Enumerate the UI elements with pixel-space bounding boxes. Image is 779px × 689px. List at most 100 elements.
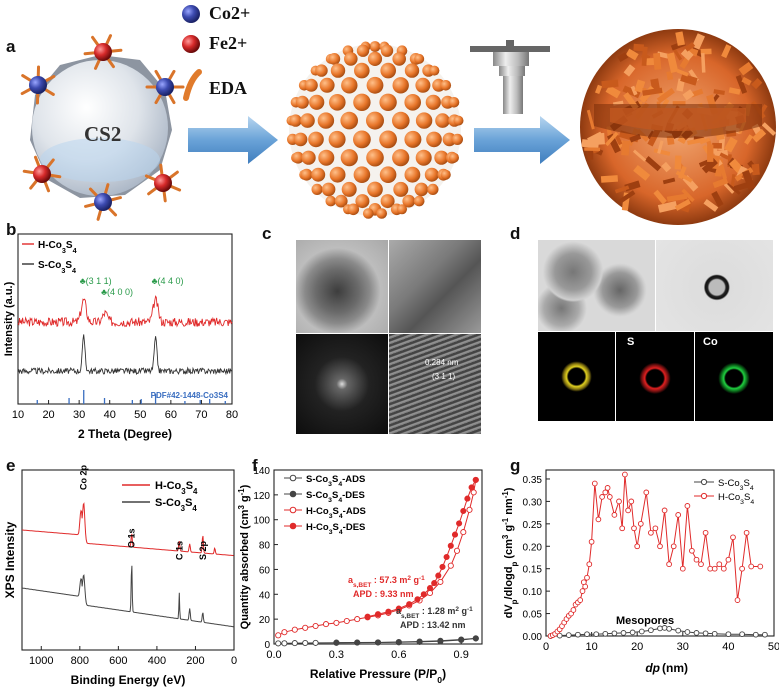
hollow-co3s4-sphere [580, 29, 777, 225]
nanoparticle [413, 195, 425, 207]
legend-marker-h [700, 492, 708, 500]
data-point [661, 507, 668, 514]
tem-image-low-mag [296, 240, 388, 333]
lattice-spacing-label: 0.284 nm [425, 358, 459, 367]
data-point [604, 485, 611, 491]
data-point [385, 608, 392, 615]
co-ion [94, 193, 112, 211]
nanoparticle [311, 183, 323, 195]
nanoparticle [363, 208, 374, 219]
nanosheet [666, 193, 688, 202]
data-point [354, 639, 361, 646]
nanoparticle [380, 194, 395, 209]
nanosheet [641, 46, 648, 66]
x-tick-label: 20 [42, 409, 54, 421]
data-point [595, 516, 602, 523]
data-point [437, 637, 444, 644]
eds-map-s [616, 332, 694, 421]
data-point [447, 562, 454, 569]
x-tick-label: 50 [134, 409, 146, 421]
data-point [435, 572, 442, 579]
h-co3s4-xrd-trace [17, 295, 233, 328]
s-co3s4-xrd-trace [17, 334, 233, 376]
data-point [730, 534, 736, 541]
nanoparticle [311, 167, 326, 182]
x-axis-label-var: dp [645, 661, 660, 675]
data-point [611, 630, 618, 637]
fe-ion-icon [182, 35, 200, 53]
lattice-plane-label: (3 1 1) [432, 372, 456, 381]
legend-label-s: S-Co3S4 [155, 497, 197, 513]
data-point [460, 529, 467, 536]
data-point [629, 629, 636, 636]
nanoparticle [424, 167, 439, 182]
nanosheet [726, 182, 741, 195]
data-point [472, 635, 479, 642]
nanosheet [650, 78, 660, 90]
y-tick-label: 0.20 [523, 542, 543, 553]
legend-label-s: S-Co3S4 [718, 478, 754, 492]
fe-ion [33, 165, 51, 183]
nanoparticle [341, 77, 358, 94]
data-point [716, 561, 723, 568]
ion-complex [83, 34, 123, 70]
data-point [470, 489, 477, 496]
y-tick-label: 0.00 [523, 632, 543, 643]
legend-marker-s [700, 478, 708, 486]
tem-image-single-sphere [656, 240, 773, 331]
data-point [584, 631, 590, 638]
nanosheet [601, 79, 619, 89]
panel-label-g: g [510, 456, 521, 475]
data-point [453, 547, 461, 554]
x-tick-label: 10 [12, 409, 24, 421]
x-tick-label: 50 [768, 641, 779, 653]
nanoparticle [300, 113, 315, 128]
xps-frame [21, 469, 235, 651]
nanosheet [700, 53, 706, 73]
data-point [599, 494, 605, 500]
nanosheet [728, 87, 741, 95]
nanoparticle [289, 114, 302, 127]
ion-complex [144, 163, 182, 203]
x-tick-label: 1000 [29, 655, 53, 667]
data-point [620, 630, 627, 636]
x-axis-label: 2 Theta (Degree) [78, 427, 172, 441]
nanoparticle [392, 77, 409, 94]
nanoparticle [379, 130, 397, 149]
data-point [670, 543, 677, 550]
nanosheet [617, 52, 629, 63]
ion-complex [20, 65, 56, 105]
nanoparticle [404, 94, 422, 111]
nanosheet [700, 48, 712, 55]
nanoparticle [392, 52, 407, 66]
annotation-h-bet: as,BET : 57.3 m2 g-1 [348, 575, 425, 589]
nanoparticle [402, 194, 416, 208]
series-line [336, 637, 476, 644]
tem-image-high-mag [389, 240, 481, 333]
nanosheet [711, 191, 724, 207]
pore-frame [545, 469, 775, 637]
nanoparticle [328, 53, 341, 65]
xps-chart: 1000 800 600 400 200 0 Binding Energy (eV) XPS … [3, 464, 237, 687]
panel-label-f: f [252, 456, 258, 475]
nanosheet [661, 161, 672, 173]
arrow-2-icon [474, 116, 570, 164]
nanoparticle [367, 51, 383, 66]
nanosheet [742, 169, 756, 190]
nanoparticle [442, 132, 457, 147]
nanoparticle [425, 94, 441, 110]
legend-label-h: H-Co3S4 [38, 240, 77, 255]
nanoparticle [434, 150, 449, 165]
pore-size-chart: 0 10 20 30 40 50 0.00 0.05 0.10 0.15 0.20 0.25 0.30 0… [501, 469, 779, 675]
legend-label-h: H-Co3S4 [155, 480, 198, 496]
nanoparticle [379, 166, 397, 183]
nanoparticle [300, 168, 313, 181]
nanoparticle [353, 130, 371, 149]
nanoparticle [347, 203, 360, 216]
data-point [684, 503, 691, 509]
nanosheet [751, 163, 760, 176]
nanosheet [680, 47, 694, 61]
nanosheet [657, 140, 664, 154]
legend-marker [289, 506, 297, 514]
x-tick-label: 30 [73, 409, 85, 421]
